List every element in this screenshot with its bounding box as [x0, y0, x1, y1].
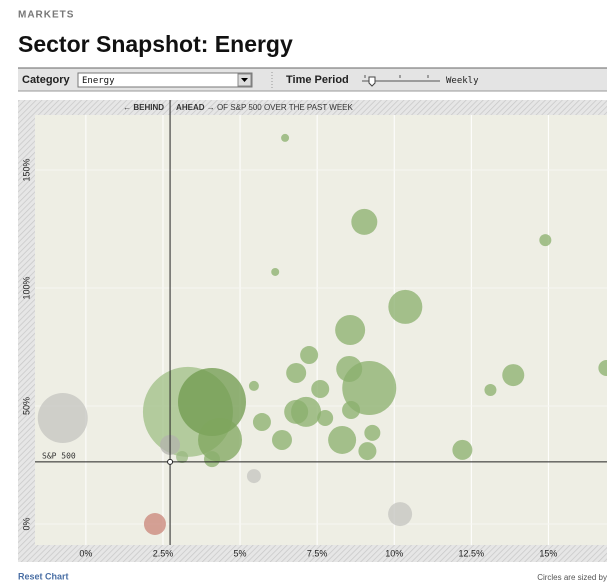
y-tick-label: 50% [21, 397, 31, 415]
top-note: AHEAD → OF S&P 500 OVER THE PAST WEEK [176, 103, 353, 112]
page-title: Sector Snapshot: Energy [18, 31, 293, 57]
bubble [388, 502, 413, 527]
select-box[interactable] [77, 72, 253, 88]
bubble [502, 364, 525, 387]
section-label: MARKETS [18, 10, 74, 21]
bubbles [37, 133, 607, 535]
bubble [388, 289, 423, 324]
bubble [452, 439, 473, 460]
bubble [598, 359, 607, 376]
bubble [37, 393, 88, 444]
note-rest: OF S&P 500 OVER THE PAST WEEK [217, 103, 354, 112]
bubble [203, 451, 220, 468]
y-tick-label: 100% [21, 276, 31, 299]
bubble [484, 383, 497, 396]
bubble [358, 442, 377, 461]
bubble [246, 469, 261, 484]
period-slider[interactable] [362, 75, 440, 87]
x-tick-label: 10% [385, 548, 403, 558]
top-note: ← BEHIND [123, 103, 164, 112]
bubble [177, 367, 246, 436]
reference-label: S&P 500 [42, 451, 76, 460]
reference: S&P 500 [35, 100, 607, 545]
x-tick-label: 2.5% [153, 548, 174, 558]
category-label: Category [22, 74, 71, 86]
bubble [176, 450, 189, 463]
bubble [281, 133, 290, 142]
bubble [317, 410, 334, 427]
bubble [271, 267, 280, 276]
bubble [143, 512, 166, 535]
period-value: Weekly [446, 76, 479, 86]
bubble [286, 362, 307, 383]
behind-label: ← BEHIND [123, 103, 164, 112]
bubble [351, 208, 378, 235]
ahead-label: AHEAD → [176, 103, 215, 112]
bubble [335, 315, 366, 345]
plot-area [35, 115, 607, 545]
bubble [328, 425, 357, 454]
bubble [311, 380, 330, 399]
bubble [342, 361, 397, 416]
grid [35, 115, 607, 545]
select-value: Energy [82, 76, 115, 86]
footer-note: Circles are sized by [537, 573, 607, 582]
axes: 0% 2.5% 5% 7.5% 10% 12.5% 15% 0% 50% 100% 150% [21, 158, 557, 558]
period-label: Time Period [286, 74, 349, 86]
bubble [364, 424, 381, 441]
x-tick-label: 7.5% [307, 548, 328, 558]
y-tick-label: 0% [21, 517, 31, 530]
bubble [284, 399, 309, 424]
x-tick-label: 15% [539, 548, 557, 558]
category-select[interactable]: Energy [77, 72, 253, 88]
bubble [539, 234, 552, 247]
x-tick-label: 12.5% [459, 548, 485, 558]
bubble [300, 346, 319, 365]
select-arrow [241, 78, 248, 82]
bubble [342, 401, 361, 420]
slider-thumb[interactable] [368, 76, 376, 87]
y-tick-label: 150% [21, 158, 31, 181]
reference-point [167, 458, 174, 465]
x-tick-label: 0% [79, 548, 92, 558]
bubble [198, 417, 243, 462]
bubble [271, 429, 292, 450]
bubble [248, 380, 259, 391]
reset-link[interactable]: Reset Chart [18, 571, 69, 581]
bubble [252, 413, 271, 432]
x-tick-label: 5% [234, 548, 247, 558]
